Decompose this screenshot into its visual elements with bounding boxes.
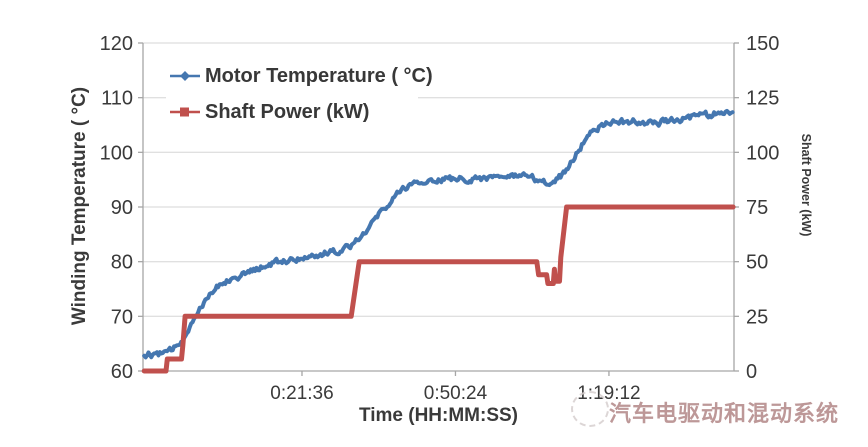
y-axis-right-tick-label: 100 xyxy=(746,142,779,164)
y-axis-left-tick-label: 100 xyxy=(100,142,133,164)
legend-label-motor-temperature: Motor Temperature ( °C) xyxy=(205,64,433,87)
x-axis-title: Time (HH:MM:SS) xyxy=(358,405,519,426)
y-axis-left-tick-label: 70 xyxy=(111,306,133,328)
y-axis-right-tick-label: 0 xyxy=(746,361,757,383)
y-axis-right-tick-label: 25 xyxy=(746,306,768,328)
series-line-shaft-power xyxy=(141,204,736,374)
y-axis-title-left: Winding Temperature ( °C) xyxy=(69,86,90,326)
y-axis-left-tick-label: 60 xyxy=(111,361,133,383)
legend-label-shaft-power: Shaft Power (kW) xyxy=(205,100,370,123)
series-line-motor-temperature xyxy=(142,108,735,360)
y-axis-left-tick-label: 80 xyxy=(111,252,133,274)
legend: Motor Temperature ( °C) Shaft Power (kW) xyxy=(166,58,433,134)
y-axis-right-tick-label: 50 xyxy=(746,252,768,274)
x-axis-tick-label: 0:21:36 xyxy=(270,383,333,404)
line-diamond-marker-icon xyxy=(170,71,200,81)
y-axis-right-tick-label: 75 xyxy=(746,197,768,219)
y-axis-left-tick-label: 90 xyxy=(111,197,133,219)
y-axis-right-tick-label: 150 xyxy=(746,33,779,55)
y-axis-left-tick-label: 110 xyxy=(101,88,133,110)
x-axis-tick-label: 0:50:24 xyxy=(424,383,488,404)
legend-item-shaft-power: Shaft Power (kW) xyxy=(170,98,369,126)
y-axis-left-tick-label: 120 xyxy=(100,33,133,55)
watermark-logo xyxy=(571,391,609,427)
line-square-marker-icon xyxy=(170,107,200,117)
y-axis-title-right: Shaft Power (kW) xyxy=(799,133,813,237)
legend-item-motor-temperature: Motor Temperature ( °C) xyxy=(170,62,433,90)
watermark-text: 汽车电驱动和混动系统 xyxy=(609,402,840,427)
y-axis-right-tick-label: 125 xyxy=(746,88,779,110)
